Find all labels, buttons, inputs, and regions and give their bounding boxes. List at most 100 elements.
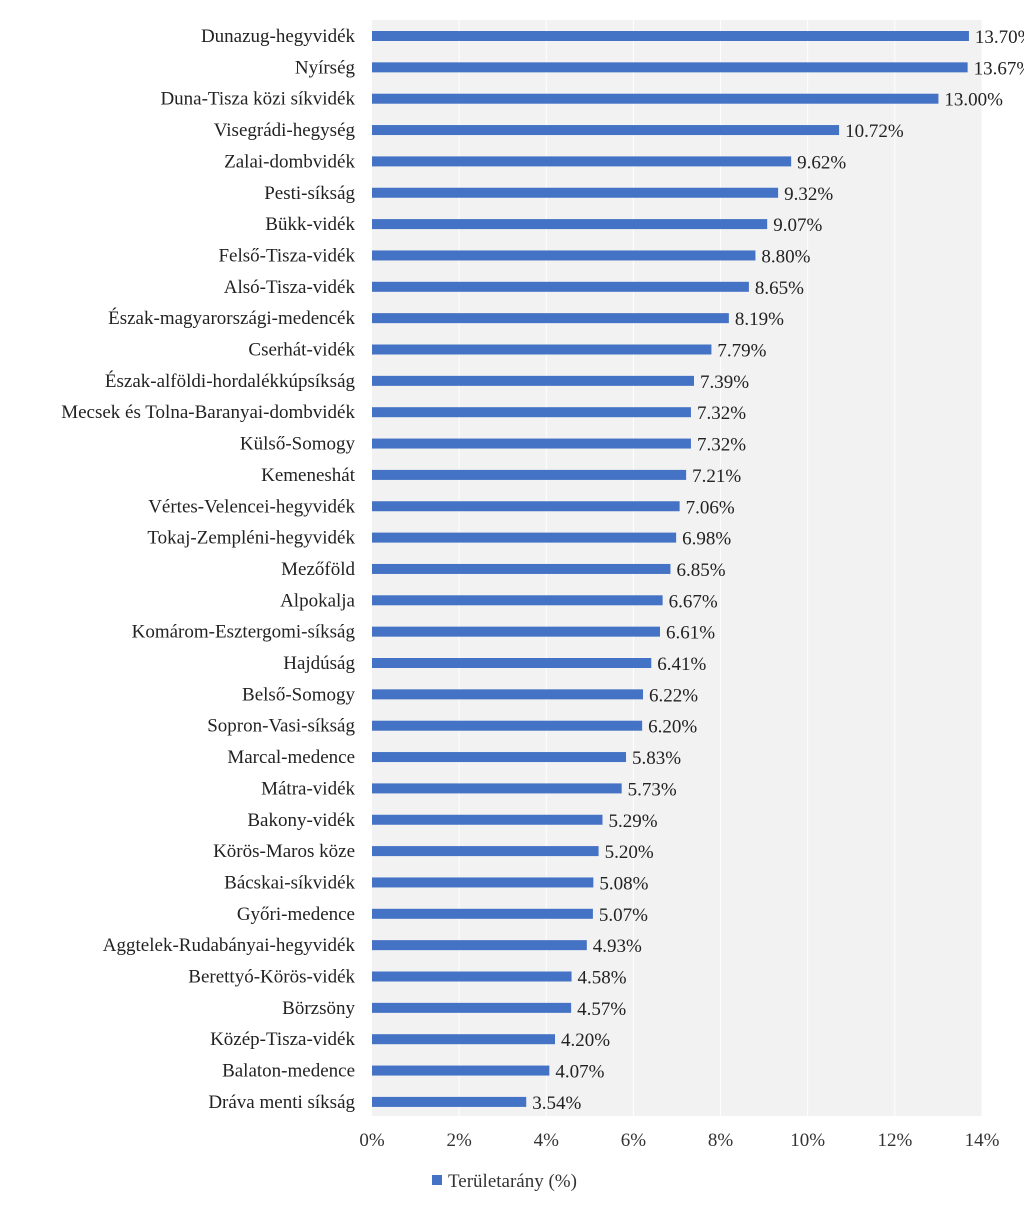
category-label: Mezőföld [281,559,355,580]
value-label: 6.20% [648,717,697,738]
bar [372,31,969,41]
category-label: Dunazug-hegyvidék [201,26,356,47]
category-label: Mecsek és Tolna-Baranyai-dombvidék [61,402,355,423]
value-label: 13.00% [944,90,1003,111]
category-label: Észak-magyarországi-medencék [108,307,355,329]
bar [372,219,768,230]
x-tick-label: 8% [708,1130,734,1151]
category-label: Dráva menti síkság [208,1092,355,1113]
bar [372,595,663,606]
value-label: 8.65% [755,278,804,299]
value-label: 5.73% [628,779,677,800]
legend-label: Területarány (%) [448,1171,577,1192]
bar [372,971,572,982]
x-tick-label: 4% [534,1130,560,1151]
bar [372,877,594,888]
category-label: Cserhát-vidék [248,340,355,361]
value-label: 3.54% [532,1093,581,1114]
bar [372,720,643,731]
bar [372,532,677,543]
value-label: 7.79% [717,341,766,362]
bar [372,125,840,136]
value-label: 4.57% [577,999,626,1020]
value-label: 7.06% [686,497,735,518]
value-label: 4.58% [578,968,627,989]
bar [372,375,694,386]
value-label: 13.67% [974,58,1024,79]
value-label: 9.07% [773,215,822,236]
value-label: 6.85% [676,560,725,581]
bar [372,940,587,951]
category-label: Nyírség [295,57,356,78]
value-label: 6.41% [657,654,706,675]
bar [372,846,599,857]
bar [372,1096,527,1107]
value-label: 5.83% [632,748,681,769]
value-label: 9.62% [797,152,846,173]
x-tick-label: 10% [790,1130,825,1151]
category-label: Duna-Tisza közi síkvidék [160,89,355,110]
bar [372,438,691,449]
category-label: Bükk-vidék [265,214,355,235]
x-tick-label: 2% [446,1130,472,1151]
legend-swatch [432,1175,442,1185]
category-label: Sopron-Vasi-síkság [207,716,355,737]
category-label: Belső-Somogy [242,684,355,705]
bar [372,344,712,355]
bar [372,1034,555,1045]
value-label: 6.22% [649,685,698,706]
x-tick-label: 12% [877,1130,912,1151]
category-label: Tokaj-Zempléni-hegyvidék [147,528,355,549]
value-label: 6.67% [669,591,718,612]
bar [372,1002,572,1013]
bar [372,752,627,763]
value-label: 4.20% [561,1030,610,1051]
category-label: Pesti-síkság [264,183,355,204]
value-label: 5.29% [608,811,657,832]
value-label: 8.80% [761,246,810,267]
bar [372,1065,550,1076]
value-label: 7.21% [692,466,741,487]
value-label: 6.98% [682,529,731,550]
bar [372,93,939,104]
bar [372,658,652,668]
value-label: 5.20% [605,842,654,863]
value-label: 10.72% [845,121,904,142]
bar [372,501,680,512]
category-label: Hajdúság [283,653,355,674]
bar [372,469,687,480]
x-tick-label: 0% [359,1130,385,1151]
bar [372,689,644,700]
value-label: 13.70% [975,27,1024,48]
bar [372,626,661,637]
category-label: Kemeneshát [261,465,356,486]
category-label: Külső-Somogy [240,434,356,455]
value-label: 4.93% [593,936,642,957]
category-label: Zalai-dombvidék [224,151,355,172]
category-label: Visegrádi-hegység [214,120,356,141]
value-label: 7.32% [697,403,746,424]
bar [372,563,671,574]
category-label: Körös-Maros köze [213,841,355,862]
bar [372,187,779,198]
category-label: Berettyó-Körös-vidék [188,967,355,988]
bars [372,31,969,1107]
category-label: Mátra-vidék [261,778,355,799]
x-axis-ticks: 0% 2% 4% 6% 8% 10% 12% 14% [359,1130,999,1151]
category-label: Börzsöny [282,998,355,1019]
category-label: Alsó-Tisza-vidék [224,277,356,298]
category-label: Marcal-medence [227,747,355,768]
bar [372,814,603,825]
value-label: 6.61% [666,623,715,644]
bar [372,908,593,919]
bar [372,156,792,167]
category-label: Vértes-Velencei-hegyvidék [148,496,355,517]
bar [372,250,756,261]
bar [372,281,749,292]
category-labels: Dunazug-hegyvidék Nyírség Duna-Tisza közi … [61,26,356,1113]
value-label: 7.32% [697,435,746,456]
bar [372,783,622,794]
value-labels: 13.70% 13.67% 13.00% 10.72% 9.62% 9.32% 9.07% 8… [532,27,1024,1114]
